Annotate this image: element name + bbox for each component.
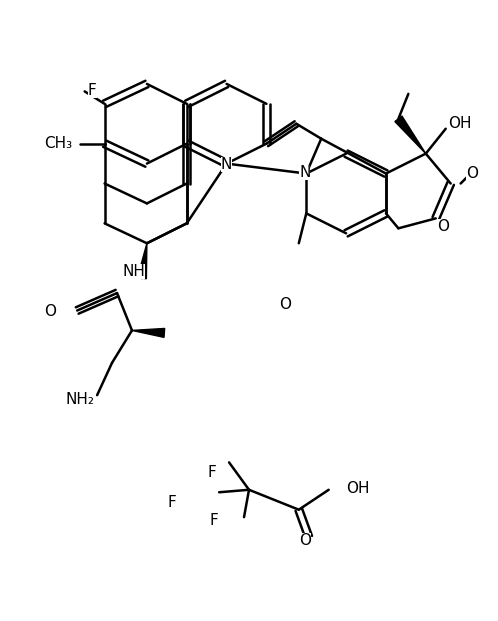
Text: OH: OH — [346, 481, 370, 496]
Text: NH₂: NH₂ — [65, 392, 94, 407]
Text: N: N — [221, 157, 232, 172]
Text: F: F — [88, 83, 97, 98]
Polygon shape — [395, 116, 426, 153]
Text: O: O — [299, 533, 311, 548]
Text: CH₃: CH₃ — [44, 136, 72, 151]
Text: OH: OH — [448, 116, 472, 131]
Text: F: F — [207, 465, 216, 480]
Text: F: F — [210, 513, 219, 528]
Text: O: O — [44, 304, 56, 319]
Text: O: O — [466, 166, 478, 181]
Text: N: N — [299, 165, 310, 179]
Polygon shape — [132, 329, 165, 337]
Text: O: O — [437, 219, 449, 234]
Polygon shape — [137, 243, 147, 279]
Text: O: O — [279, 297, 291, 312]
Text: F: F — [167, 495, 176, 510]
Text: NH: NH — [122, 264, 145, 279]
